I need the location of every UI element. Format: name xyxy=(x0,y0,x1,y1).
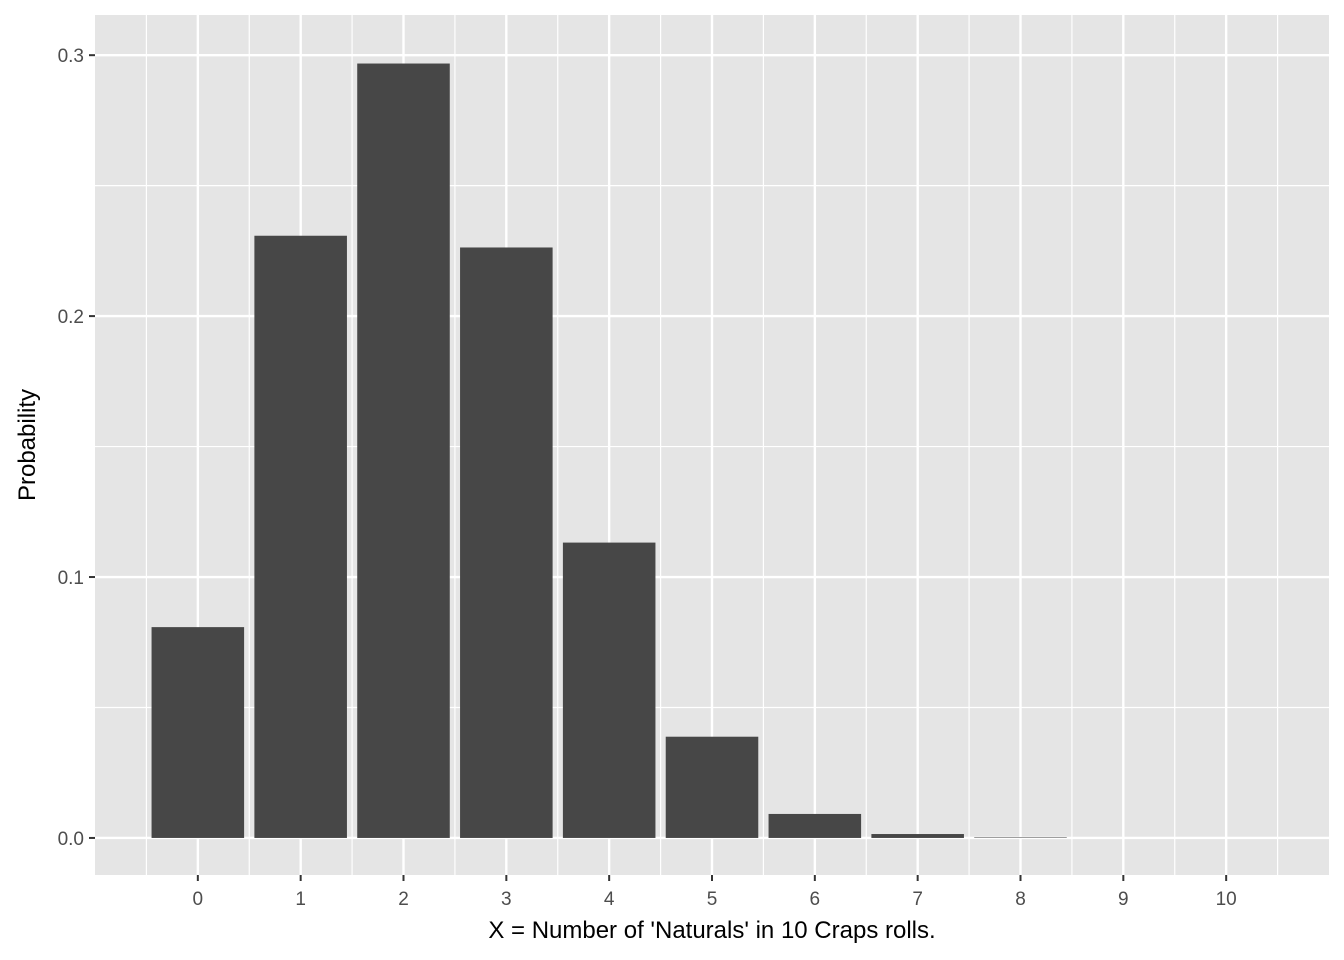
y-tick-label: 0.1 xyxy=(58,568,84,589)
y-axis: 0.0 0.1 0.2 0.3 xyxy=(58,46,95,850)
bar xyxy=(357,63,450,838)
bar xyxy=(768,813,862,838)
bar xyxy=(871,834,964,838)
bar xyxy=(665,736,759,838)
x-tick-label: 2 xyxy=(398,889,409,910)
bar xyxy=(151,627,245,838)
x-tick-label: 8 xyxy=(1015,889,1026,910)
x-tick-label: 9 xyxy=(1118,889,1129,910)
y-tick-label: 0.0 xyxy=(58,829,84,850)
x-axis-title: X = Number of 'Naturals' in 10 Craps rol… xyxy=(488,917,935,944)
bar xyxy=(974,837,1067,838)
y-axis-title: Probability xyxy=(14,389,41,501)
x-axis: 0 1 2 3 4 5 6 7 8 9 10 xyxy=(193,875,1237,910)
bars xyxy=(151,63,1067,838)
x-tick-label: 1 xyxy=(295,889,306,910)
x-tick-label: 10 xyxy=(1216,889,1237,910)
bar xyxy=(460,247,553,838)
x-tick-label: 4 xyxy=(604,889,615,910)
y-tick-label: 0.2 xyxy=(58,307,84,328)
bar xyxy=(254,235,347,838)
bar xyxy=(562,542,656,838)
x-tick-label: 7 xyxy=(912,889,923,910)
y-tick-label: 0.3 xyxy=(58,46,84,67)
x-tick-label: 6 xyxy=(810,889,821,910)
x-tick-label: 5 xyxy=(707,889,718,910)
x-tick-label: 3 xyxy=(501,889,512,910)
x-tick-label: 0 xyxy=(193,889,204,910)
